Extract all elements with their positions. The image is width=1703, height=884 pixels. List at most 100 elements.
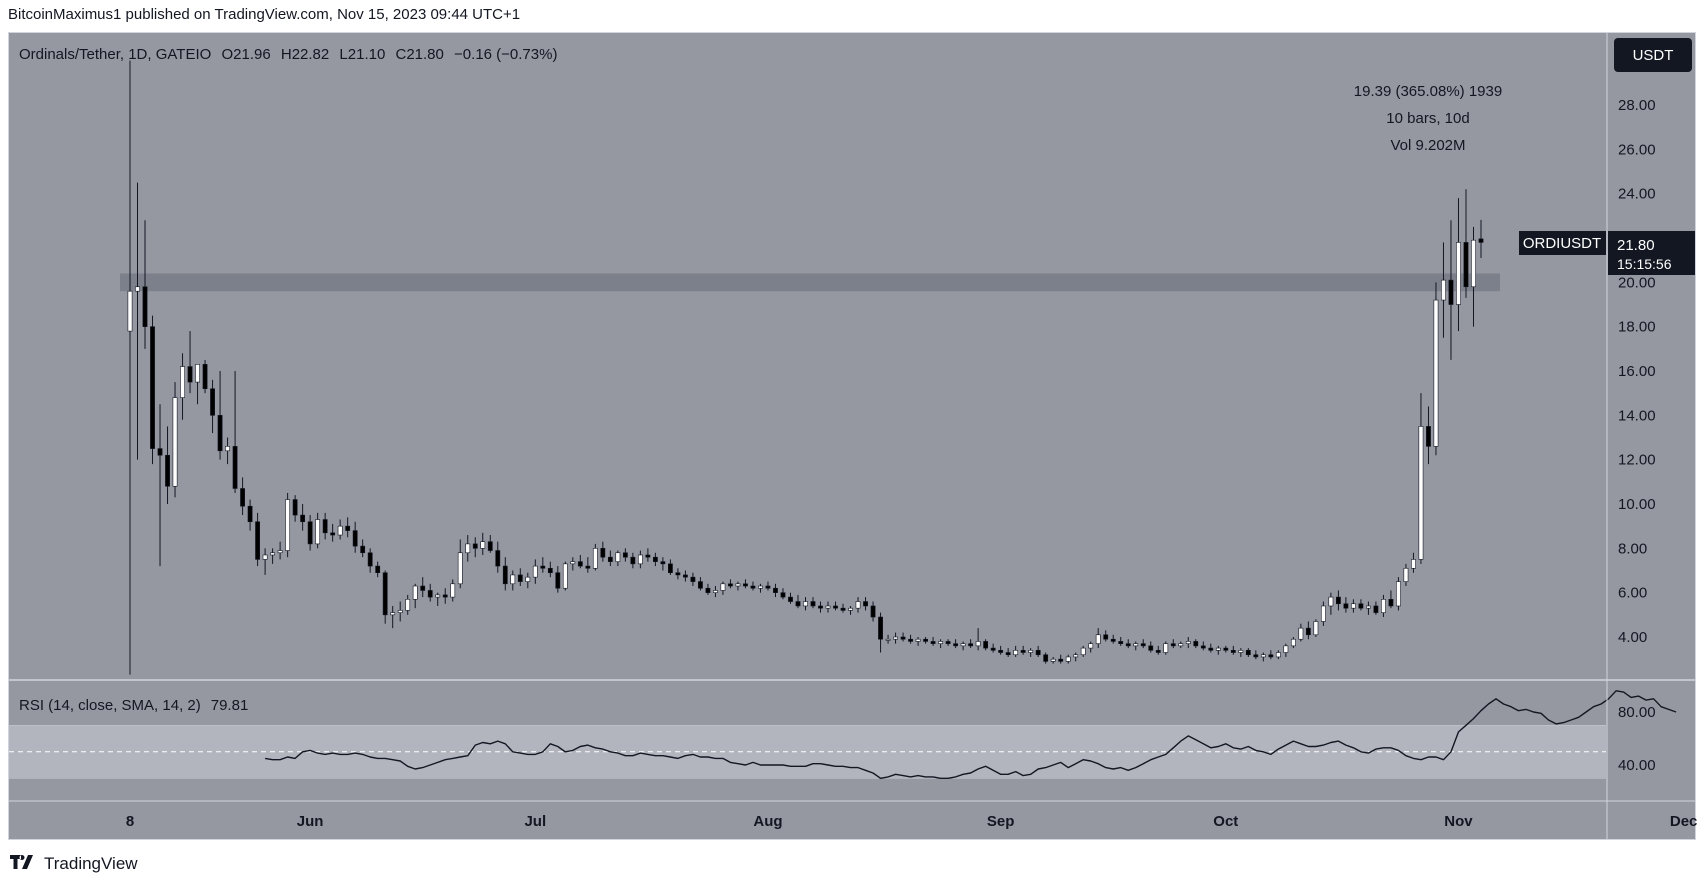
candle[interactable]: [592, 543, 598, 571]
candle[interactable]: [810, 597, 816, 609]
candle[interactable]: [953, 639, 959, 649]
candle[interactable]: [788, 592, 793, 604]
candle[interactable]: [1050, 656, 1056, 664]
candle[interactable]: [465, 535, 471, 562]
candle[interactable]: [337, 519, 343, 540]
candle[interactable]: [495, 541, 501, 573]
rsi-line[interactable]: [264, 690, 1677, 779]
candle[interactable]: [652, 552, 658, 567]
candle[interactable]: [1238, 648, 1244, 657]
candle[interactable]: [893, 632, 898, 644]
candle[interactable]: [412, 583, 418, 609]
candle[interactable]: [1245, 648, 1251, 657]
candle[interactable]: [225, 437, 230, 465]
candle[interactable]: [1118, 637, 1124, 646]
candle[interactable]: [1471, 226, 1476, 327]
candle[interactable]: [150, 315, 155, 465]
candle[interactable]: [1313, 619, 1319, 637]
candle[interactable]: [825, 601, 831, 613]
candle[interactable]: [457, 539, 463, 589]
candle[interactable]: [945, 639, 951, 646]
candle[interactable]: [1275, 650, 1281, 660]
candle[interactable]: [1426, 406, 1431, 465]
candle[interactable]: [1013, 645, 1019, 657]
candle[interactable]: [442, 588, 448, 604]
candle[interactable]: [803, 597, 808, 611]
candle[interactable]: [382, 570, 388, 624]
candle[interactable]: [1035, 645, 1041, 657]
candle[interactable]: [1283, 643, 1289, 657]
candle[interactable]: [1163, 641, 1169, 655]
candle[interactable]: [487, 535, 493, 553]
candle[interactable]: [1260, 652, 1266, 662]
candle[interactable]: [180, 353, 185, 420]
currency-badge[interactable]: [1614, 38, 1692, 72]
candle[interactable]: [1320, 601, 1326, 626]
candle[interactable]: [247, 499, 253, 531]
candle[interactable]: [240, 477, 245, 516]
candle[interactable]: [675, 568, 681, 580]
candle[interactable]: [915, 637, 921, 646]
candle[interactable]: [930, 637, 936, 646]
candle[interactable]: [1396, 577, 1401, 611]
candle[interactable]: [1305, 621, 1311, 640]
candle[interactable]: [990, 643, 996, 653]
candle[interactable]: [1366, 601, 1371, 615]
candle[interactable]: [1373, 601, 1379, 615]
candle[interactable]: [277, 541, 283, 560]
candle[interactable]: [720, 581, 726, 595]
candle[interactable]: [307, 515, 313, 551]
candle[interactable]: [1411, 552, 1416, 573]
candle[interactable]: [683, 570, 688, 582]
candle[interactable]: [1230, 645, 1236, 655]
candle[interactable]: [397, 601, 403, 622]
candle[interactable]: [923, 637, 928, 644]
candle[interactable]: [1448, 220, 1454, 360]
candle[interactable]: [1335, 590, 1341, 611]
candle[interactable]: [1065, 654, 1071, 664]
candle[interactable]: [1058, 654, 1064, 664]
candle[interactable]: [975, 628, 981, 651]
candle[interactable]: [292, 495, 298, 522]
candle[interactable]: [285, 492, 291, 558]
candle[interactable]: [795, 594, 801, 609]
candle[interactable]: [322, 512, 328, 540]
candle[interactable]: [735, 581, 741, 591]
candle[interactable]: [1095, 628, 1101, 649]
candle[interactable]: [510, 570, 516, 591]
candle[interactable]: [1215, 645, 1221, 655]
candle[interactable]: [187, 331, 193, 394]
candle[interactable]: [367, 548, 373, 573]
candle[interactable]: [165, 426, 170, 504]
candle[interactable]: [502, 557, 508, 591]
candle[interactable]: [1178, 641, 1184, 649]
candle[interactable]: [540, 557, 546, 573]
candle[interactable]: [202, 359, 208, 394]
candle[interactable]: [1005, 648, 1011, 657]
candle[interactable]: [600, 541, 606, 562]
candle[interactable]: [983, 639, 989, 651]
candle[interactable]: [360, 539, 366, 558]
candle[interactable]: [1148, 641, 1154, 653]
price-axis-area[interactable]: [1608, 33, 1695, 801]
candle[interactable]: [758, 583, 763, 593]
candle[interactable]: [1028, 648, 1034, 657]
candle[interactable]: [127, 60, 133, 675]
candle[interactable]: [885, 634, 891, 644]
candle[interactable]: [1478, 219, 1484, 258]
candle[interactable]: [855, 597, 861, 613]
candle[interactable]: [743, 579, 748, 589]
candle[interactable]: [1290, 637, 1296, 649]
candle[interactable]: [1088, 641, 1094, 653]
candle[interactable]: [630, 552, 636, 569]
candle[interactable]: [713, 586, 718, 598]
candle[interactable]: [660, 557, 666, 571]
candle[interactable]: [1388, 590, 1394, 609]
candle[interactable]: [765, 581, 771, 591]
candle[interactable]: [472, 537, 478, 558]
candle[interactable]: [667, 559, 673, 575]
candle[interactable]: [1110, 634, 1116, 644]
candle[interactable]: [1073, 652, 1079, 662]
candle[interactable]: [705, 583, 711, 595]
